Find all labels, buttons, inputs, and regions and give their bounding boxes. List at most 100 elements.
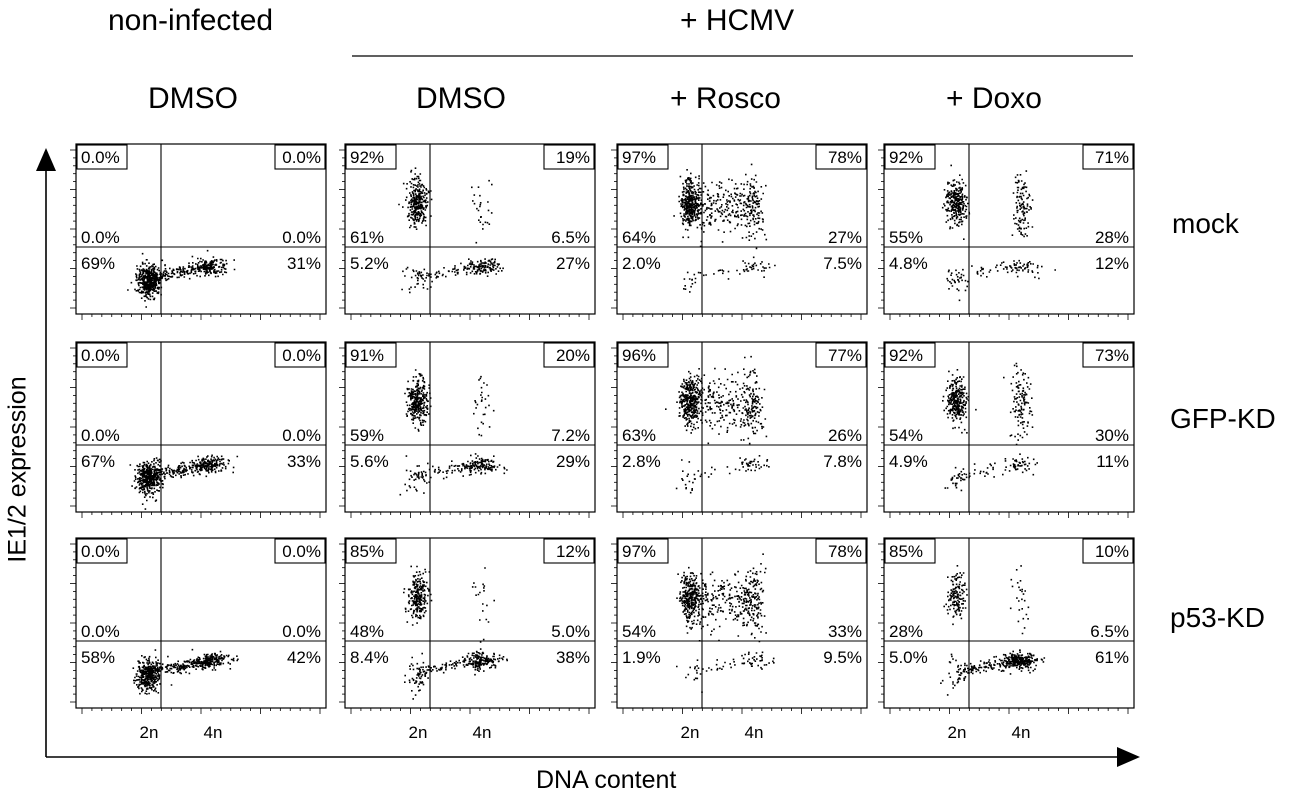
event-dots xyxy=(399,369,508,496)
label-upper-left: 0.0% xyxy=(81,228,120,247)
label-lower-left: 67% xyxy=(81,452,115,471)
label-tr-box: 0.0% xyxy=(282,148,321,167)
label-upper-right: 6.5% xyxy=(551,228,590,247)
label-lower-left: 2.8% xyxy=(622,452,661,471)
row-label-gfp-kd: GFP-KD xyxy=(1170,403,1276,434)
box-tl xyxy=(76,342,128,368)
column-label-2: DMSO xyxy=(416,82,506,115)
label-tl-box: 0.0% xyxy=(81,346,120,365)
box-tl xyxy=(884,538,936,564)
label-lower-right: 7.8% xyxy=(823,452,862,471)
label-tl-box: 85% xyxy=(350,542,384,561)
label-upper-left: 28% xyxy=(889,622,923,641)
label-tl-box: 96% xyxy=(622,346,656,365)
label-lower-right: 38% xyxy=(556,648,590,667)
label-tl-box: 91% xyxy=(350,346,384,365)
box-tl xyxy=(884,342,936,368)
x-tick-label-4n: 4n xyxy=(1012,723,1031,742)
row-label-p53-kd: p53-KD xyxy=(1170,602,1265,633)
label-tr-box: 19% xyxy=(556,148,590,167)
label-tr-box: 10% xyxy=(1095,542,1129,561)
label-lower-right: 61% xyxy=(1095,648,1129,667)
box-tl xyxy=(617,144,669,170)
column-label-4: + Doxo xyxy=(946,82,1042,115)
label-upper-right: 27% xyxy=(828,228,862,247)
header-non-infected: non-infected xyxy=(108,4,274,37)
label-tr-box: 73% xyxy=(1095,346,1129,365)
label-upper-right: 28% xyxy=(1095,228,1129,247)
box-tr xyxy=(815,342,867,368)
box-tr xyxy=(274,538,326,564)
label-upper-right: 0.0% xyxy=(282,426,321,445)
box-tr xyxy=(543,144,595,170)
box-tr xyxy=(815,538,867,564)
label-lower-left: 58% xyxy=(81,648,115,667)
box-tl xyxy=(76,538,128,564)
panel-1-1: 0.0% 0.0% 0.0% 0.0% 69% 31% xyxy=(70,143,327,320)
label-tr-box: 78% xyxy=(828,148,862,167)
label-lower-right: 9.5% xyxy=(823,648,862,667)
y-axis-arrowhead xyxy=(36,148,56,171)
label-tl-box: 92% xyxy=(889,346,923,365)
label-upper-left: 59% xyxy=(350,426,384,445)
x-tick-label-2n: 2n xyxy=(948,723,967,742)
label-upper-right: 7.2% xyxy=(551,426,590,445)
label-upper-left: 54% xyxy=(622,622,656,641)
panel-1-4: 92% 71% 55% 28% 4.8% 12% xyxy=(878,143,1135,320)
label-upper-left: 64% xyxy=(622,228,656,247)
event-dots xyxy=(942,362,1038,492)
label-tr-box: 20% xyxy=(556,346,590,365)
box-tl xyxy=(345,538,397,564)
label-tl-box: 85% xyxy=(889,542,923,561)
panels: 0.0% 0.0% 0.0% 0.0% 69% 31% 92% 19% 61% 6.5% 5.2% 2… xyxy=(70,143,1135,742)
label-upper-right: 26% xyxy=(828,426,862,445)
box-tr xyxy=(1082,342,1134,368)
label-tl-box: 0.0% xyxy=(81,148,120,167)
event-dots xyxy=(127,249,236,308)
label-lower-left: 69% xyxy=(81,254,115,273)
panel-3-3: 97% 78% 54% 33% 1.9% 9.5% 2n 4n xyxy=(611,537,868,742)
box-tr xyxy=(274,342,326,368)
box-tl xyxy=(617,342,669,368)
box-tl xyxy=(76,144,128,170)
label-lower-left: 5.0% xyxy=(889,648,928,667)
label-lower-right: 31% xyxy=(287,254,321,273)
label-upper-right: 0.0% xyxy=(282,228,321,247)
label-lower-right: 7.5% xyxy=(823,254,862,273)
label-tr-box: 71% xyxy=(1095,148,1129,167)
event-dots xyxy=(398,167,504,294)
box-tr xyxy=(543,538,595,564)
x-tick-label-4n: 4n xyxy=(473,723,492,742)
x-tick-label-4n: 4n xyxy=(745,723,764,742)
box-tl xyxy=(617,538,669,564)
column-label-1: DMSO xyxy=(148,82,238,115)
label-tl-box: 0.0% xyxy=(81,542,120,561)
column-label-3: + Rosco xyxy=(670,82,781,115)
box-tl xyxy=(345,342,397,368)
label-upper-left: 63% xyxy=(622,426,656,445)
label-lower-right: 33% xyxy=(287,452,321,471)
panel-1-2: 92% 19% 61% 6.5% 5.2% 27% xyxy=(339,143,596,320)
box-tr xyxy=(543,342,595,368)
label-lower-left: 5.2% xyxy=(350,254,389,273)
panel-3-2: 85% 12% 48% 5.0% 8.4% 38% 2n 4n xyxy=(339,537,596,742)
label-lower-right: 29% xyxy=(556,452,590,471)
event-dots xyxy=(673,163,776,293)
label-lower-left: 4.9% xyxy=(889,452,928,471)
event-dots xyxy=(403,565,508,700)
box-tr xyxy=(815,144,867,170)
label-lower-left: 4.8% xyxy=(889,254,928,273)
event-dots xyxy=(676,553,775,693)
label-tr-box: 78% xyxy=(828,542,862,561)
header-hcmv: + HCMV xyxy=(680,4,795,37)
axis-arrows xyxy=(36,148,1140,767)
label-tl-box: 92% xyxy=(889,148,923,167)
label-lower-right: 11% xyxy=(1096,452,1129,471)
label-upper-right: 6.5% xyxy=(1090,622,1129,641)
event-dots xyxy=(132,648,239,695)
row-label-mock: mock xyxy=(1172,208,1239,239)
label-upper-left: 48% xyxy=(350,622,384,641)
label-lower-left: 5.6% xyxy=(350,452,389,471)
